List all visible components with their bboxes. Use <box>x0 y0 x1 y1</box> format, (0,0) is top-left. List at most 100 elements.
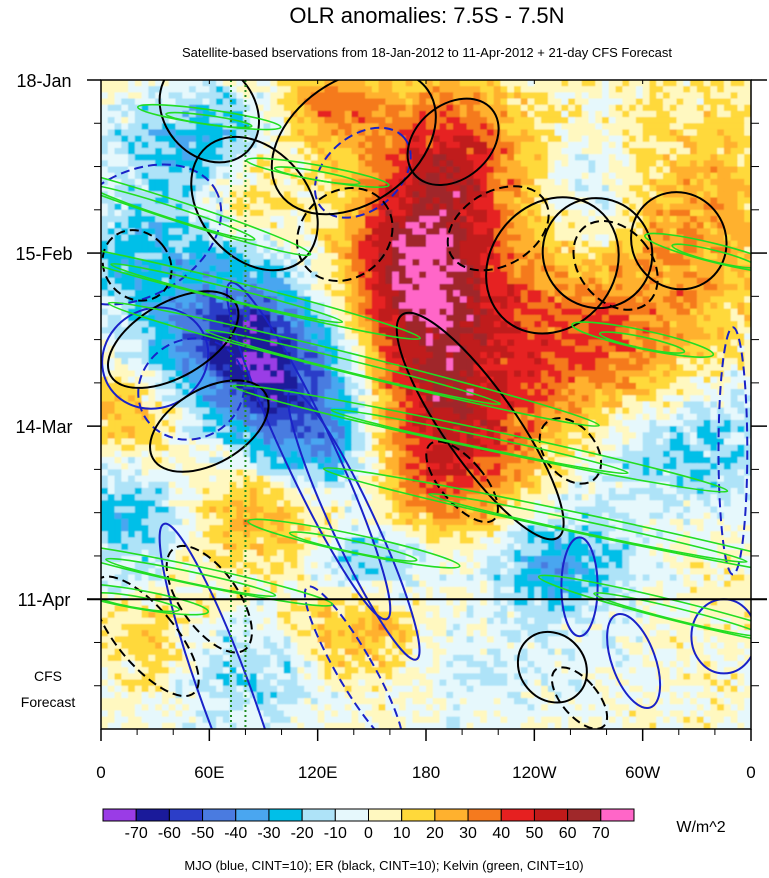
anomaly-cell <box>155 296 163 304</box>
anomaly-cell <box>256 253 265 260</box>
anomaly-cell <box>317 92 326 100</box>
anomaly-cell <box>168 364 177 372</box>
anomaly-cell <box>121 234 129 242</box>
anomaly-cell <box>466 376 474 384</box>
anomaly-cell <box>141 333 149 341</box>
anomaly-cell <box>189 154 197 161</box>
anomaly-cell <box>595 358 603 365</box>
anomaly-cell <box>507 345 515 353</box>
anomaly-cell <box>337 290 346 297</box>
anomaly-cell <box>222 389 231 396</box>
anomaly-cell <box>629 166 637 174</box>
anomaly-cell <box>243 86 251 93</box>
anomaly-cell <box>486 308 495 316</box>
anomaly-cell <box>114 215 122 223</box>
anomaly-cell <box>608 271 617 279</box>
anomaly-cell <box>351 345 359 353</box>
anomaly-cell <box>581 104 590 112</box>
anomaly-cell <box>310 129 319 137</box>
anomaly-cell <box>337 351 346 359</box>
anomaly-cell <box>107 141 116 149</box>
anomaly-cell <box>175 382 183 390</box>
anomaly-cell <box>398 290 407 297</box>
anomaly-cell <box>121 147 129 155</box>
anomaly-cell <box>378 277 386 285</box>
anomaly-cell <box>730 265 739 273</box>
anomaly-cell <box>588 110 596 118</box>
anomaly-cell <box>290 154 298 161</box>
anomaly-cell <box>622 172 630 180</box>
anomaly-cell <box>703 358 711 365</box>
anomaly-cell <box>459 389 468 396</box>
anomaly-cell <box>317 389 326 396</box>
anomaly-cell <box>290 209 298 217</box>
anomaly-cell <box>337 271 346 279</box>
anomaly-cell <box>602 80 610 87</box>
anomaly-cell <box>337 135 346 143</box>
anomaly-cell <box>277 370 285 378</box>
anomaly-cell <box>642 191 651 199</box>
anomaly-cell <box>101 277 109 285</box>
anomaly-cell <box>547 314 556 322</box>
anomaly-cell <box>500 92 508 100</box>
anomaly-cell <box>662 290 671 297</box>
anomaly-cell <box>602 203 610 211</box>
anomaly-cell <box>547 215 556 223</box>
anomaly-cell <box>270 172 278 180</box>
anomaly-cell <box>649 339 657 347</box>
anomaly-cell <box>432 123 441 131</box>
anomaly-cell <box>717 129 725 137</box>
anomaly-cell <box>730 228 739 236</box>
anomaly-cell <box>629 339 637 347</box>
anomaly-cell <box>324 339 332 347</box>
anomaly-cell <box>669 166 678 174</box>
anomaly-cell <box>148 395 156 403</box>
anomaly-cell <box>642 265 651 273</box>
anomaly-cell <box>690 271 698 279</box>
anomaly-cell <box>412 271 420 279</box>
anomaly-cell <box>683 209 691 217</box>
anomaly-cell <box>426 240 434 248</box>
anomaly-cell <box>683 172 691 180</box>
anomaly-cell <box>331 147 339 155</box>
anomaly-cell <box>547 123 556 131</box>
anomaly-cell <box>439 277 447 285</box>
anomaly-cell <box>635 197 644 205</box>
anomaly-cell <box>703 364 711 372</box>
anomaly-cell <box>371 228 380 236</box>
anomaly-cell <box>398 240 407 248</box>
anomaly-cell <box>101 172 109 180</box>
anomaly-cell <box>256 166 265 174</box>
anomaly-cell <box>385 358 393 365</box>
anomaly-cell <box>446 290 454 297</box>
anomaly-cell <box>561 259 569 267</box>
anomaly-cell <box>209 141 217 149</box>
anomaly-cell <box>480 123 488 131</box>
anomaly-cell <box>710 203 718 211</box>
anomaly-cell <box>283 364 292 372</box>
anomaly-cell <box>602 141 610 149</box>
anomaly-cell <box>723 98 732 106</box>
anomaly-cell <box>398 345 407 353</box>
anomaly-cell <box>371 302 380 310</box>
anomaly-cell <box>507 141 515 149</box>
anomaly-cell <box>398 80 407 87</box>
anomaly-cell <box>236 104 244 112</box>
anomaly-cell <box>439 265 447 273</box>
anomaly-cell <box>337 277 346 285</box>
anomaly-cell <box>744 351 751 359</box>
anomaly-cell <box>703 376 711 384</box>
anomaly-cell <box>615 117 623 124</box>
anomaly-cell <box>148 253 156 260</box>
anomaly-cell <box>662 191 671 199</box>
anomaly-cell <box>737 277 745 285</box>
anomaly-cell <box>310 283 319 291</box>
anomaly-cell <box>412 80 420 87</box>
anomaly-cell <box>419 209 427 217</box>
anomaly-cell <box>656 358 664 365</box>
anomaly-cell <box>696 154 705 161</box>
anomaly-cell <box>432 271 441 279</box>
anomaly-cell <box>561 154 569 161</box>
anomaly-cell <box>121 203 129 211</box>
anomaly-cell <box>493 209 502 217</box>
